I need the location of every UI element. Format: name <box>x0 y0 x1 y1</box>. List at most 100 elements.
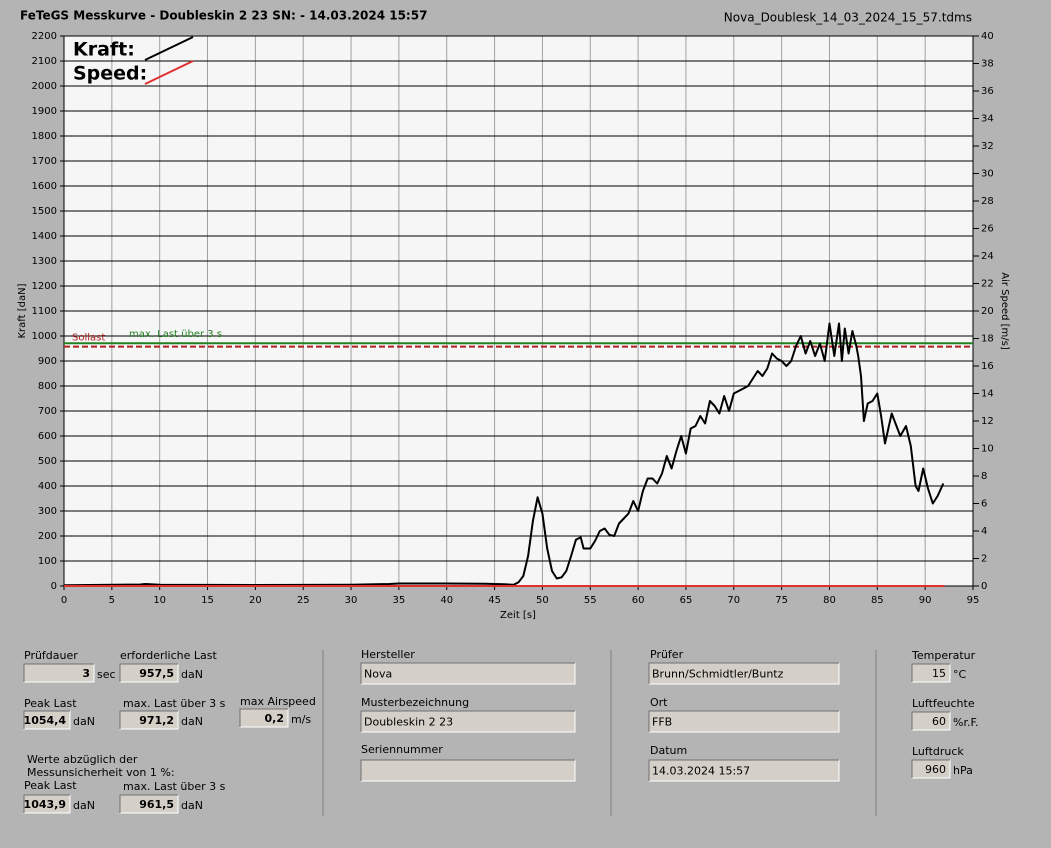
y-tick-label: 700 <box>38 406 57 417</box>
y2-tick-label: 40 <box>981 31 994 42</box>
legend-swatch <box>144 60 194 85</box>
field-bevel <box>119 794 178 813</box>
field-label: Hersteller <box>361 648 415 661</box>
y2-tick-label: 24 <box>981 251 994 262</box>
y-tick-label: 1700 <box>32 156 57 167</box>
field-label: Peak Last <box>24 697 77 710</box>
x-tick-label: 60 <box>632 595 645 606</box>
chart: 0 5 10 15 20 25 30 35 40 45 50 55 60 65 70 75 80 85 90 9501… <box>32 31 994 606</box>
y2-axis-label: Air Speed [m/s] <box>999 272 1010 350</box>
field-value: 0,2 <box>265 712 285 725</box>
legend-label: Kraft: <box>73 39 135 61</box>
y-tick-label: 1200 <box>32 281 57 292</box>
y2-tick-label: 14 <box>981 389 994 400</box>
y-tick-label: 500 <box>38 456 57 467</box>
reference-label: Sollast <box>72 333 105 344</box>
field-label: Luftfeuchte <box>912 697 975 710</box>
field-bevel <box>648 759 839 781</box>
x-tick-label: 20 <box>249 595 262 606</box>
y-tick-label: 800 <box>38 381 57 392</box>
y2-tick-label: 22 <box>981 279 994 290</box>
x-tick-label: 65 <box>680 595 693 606</box>
y-tick-label: 2200 <box>32 31 57 42</box>
y2-tick-label: 6 <box>981 499 987 510</box>
field-value: 15 <box>932 667 946 680</box>
y2-tick-label: 18 <box>981 334 994 345</box>
y-tick-label: 900 <box>38 356 57 367</box>
note: Messunsicherheit von 1 %: <box>27 766 175 779</box>
y2-tick-label: 36 <box>981 86 994 97</box>
x-tick-label: 75 <box>775 595 788 606</box>
x-tick-label: 85 <box>871 595 884 606</box>
y-tick-label: 1500 <box>32 206 57 217</box>
field-bevel <box>360 759 575 781</box>
series-line <box>63 322 945 587</box>
y2-tick-label: 38 <box>981 59 994 70</box>
field-bevel <box>239 708 288 727</box>
field-unit: m/s <box>291 713 311 726</box>
y-tick-label: 1300 <box>32 256 57 267</box>
x-tick-label: 90 <box>919 595 932 606</box>
x-tick-label: 80 <box>823 595 836 606</box>
x-tick-label: 15 <box>201 595 214 606</box>
note: Werte abzüglich der <box>27 753 138 766</box>
y2-tick-label: 26 <box>981 224 994 235</box>
y-tick-label: 2100 <box>32 56 57 67</box>
field-label: Ort <box>650 696 668 709</box>
y2-tick-label: 8 <box>981 471 987 482</box>
y-tick-label: 1800 <box>32 131 57 142</box>
field-bevel <box>119 663 178 682</box>
y-tick-label: 2000 <box>32 81 57 92</box>
legend-swatch <box>144 36 194 61</box>
field-label: max. Last über 3 s <box>123 780 226 793</box>
field-bevel <box>911 663 950 682</box>
y2-tick-label: 10 <box>981 444 994 455</box>
x-tick-label: 50 <box>536 595 549 606</box>
field-label: max. Last über 3 s <box>123 697 226 710</box>
field-box <box>360 662 576 685</box>
field-bevel <box>648 662 839 684</box>
y2-tick-label: 2 <box>981 554 987 565</box>
y-tick-label: 0 <box>51 581 57 592</box>
field-box <box>360 759 576 782</box>
x-tick-label: 45 <box>488 595 501 606</box>
field-box <box>648 710 840 733</box>
field-value: 957,5 <box>139 667 174 680</box>
field-label: max Airspeed <box>240 695 316 708</box>
field-unit: daN <box>73 715 95 728</box>
field-unit: daN <box>73 799 95 812</box>
y-tick-label: 1000 <box>32 331 57 342</box>
y2-tick-label: 30 <box>981 169 994 180</box>
y-tick-label: 1400 <box>32 231 57 242</box>
x-tick-label: 10 <box>153 595 166 606</box>
field-value: 960 <box>925 763 946 776</box>
field-value: 1043,9 <box>24 798 66 811</box>
y-tick-label: 100 <box>38 556 57 567</box>
field-label: Datum <box>650 744 687 757</box>
field-value: 1054,4 <box>24 714 67 727</box>
field-label: Temperatur <box>911 649 976 662</box>
field-label: Prüfdauer <box>24 649 78 662</box>
field-bevel <box>360 710 575 732</box>
field-unit: daN <box>181 668 203 681</box>
x-tick-label: 0 <box>61 595 67 606</box>
y2-tick-label: 28 <box>981 196 994 207</box>
x-tick-label: 70 <box>727 595 740 606</box>
field-bevel <box>23 794 70 813</box>
y-tick-label: 1100 <box>32 306 57 317</box>
field-bevel <box>119 710 178 729</box>
field-bevel <box>911 711 950 730</box>
y-tick-label: 400 <box>38 481 57 492</box>
y-tick-label: 300 <box>38 506 57 517</box>
field-label: Seriennummer <box>361 743 443 756</box>
field-label: Luftdruck <box>912 745 964 758</box>
field-bevel <box>23 663 94 682</box>
field-value: 14.03.2024 15:57 <box>652 765 750 778</box>
y2-tick-label: 34 <box>981 114 994 125</box>
x-tick-label: 95 <box>967 595 980 606</box>
field-value: 971,2 <box>139 714 174 727</box>
field-bevel <box>648 710 839 732</box>
x-axis-label: Zeit [s] <box>500 610 536 621</box>
y-tick-label: 600 <box>38 431 57 442</box>
y-tick-label: 1600 <box>32 181 57 192</box>
